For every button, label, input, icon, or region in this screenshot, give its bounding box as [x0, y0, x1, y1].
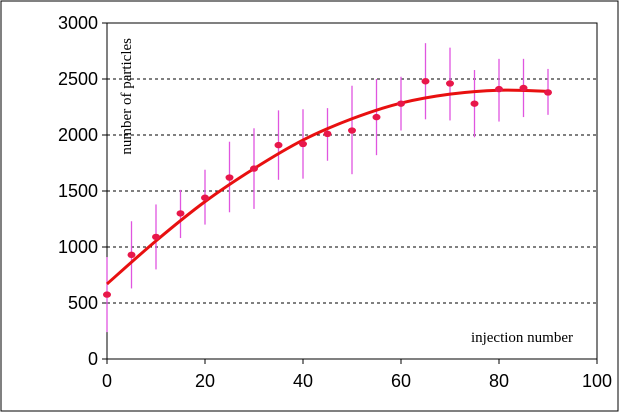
x-tick-label: 40	[293, 371, 313, 391]
data-point	[446, 80, 454, 87]
data-point	[421, 78, 430, 85]
y-tick-label: 500	[68, 293, 98, 313]
y-tick-label: 2500	[58, 69, 98, 89]
data-point	[323, 130, 332, 138]
y-tick-label: 3000	[58, 13, 98, 33]
data-point	[397, 100, 405, 107]
data-point	[250, 165, 258, 172]
x-axis-label: injection number	[471, 330, 573, 346]
x-tick-label: 80	[489, 371, 509, 391]
y-tick-label: 2000	[58, 125, 98, 145]
y-tick-label: 1000	[58, 237, 98, 257]
data-point	[201, 194, 209, 201]
x-tick-label: 0	[102, 371, 112, 391]
x-tick-label: 20	[195, 371, 215, 391]
x-tick-label: 100	[582, 371, 612, 391]
data-point	[544, 89, 552, 96]
y-tick-label: 1500	[58, 181, 98, 201]
data-points	[103, 78, 552, 298]
data-point	[127, 251, 136, 259]
data-point	[495, 85, 503, 93]
fit-curve	[106, 88, 549, 286]
y-tick-labels: 0 500 1000 1500 2000 2500 3000	[58, 13, 98, 369]
data-point	[152, 233, 160, 241]
data-point	[103, 291, 111, 298]
data-point	[274, 141, 283, 149]
y-tick-label: 0	[88, 349, 98, 369]
data-point	[225, 174, 234, 181]
data-point	[519, 84, 528, 92]
data-point	[372, 113, 381, 121]
data-point	[470, 100, 479, 107]
x-tick-labels: 0 20 40 60 80 100	[102, 371, 612, 391]
data-point	[348, 127, 356, 134]
data-point	[176, 210, 185, 217]
data-point	[299, 140, 307, 148]
x-tick-label: 60	[391, 371, 411, 391]
y-axis-label: number of particles	[119, 38, 135, 155]
gridlines	[107, 78, 597, 304]
axis-ticks	[102, 22, 598, 364]
